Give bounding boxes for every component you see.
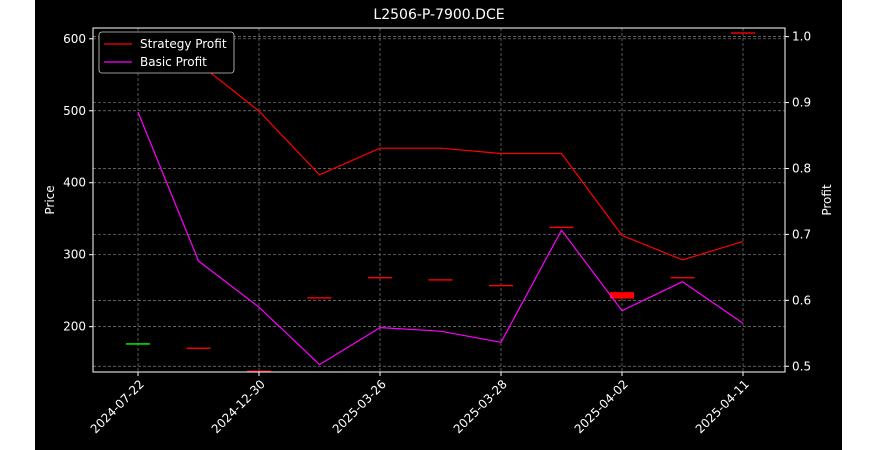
left-tick-label: 300 (63, 248, 86, 262)
series-lines (137, 36, 744, 366)
candle (307, 297, 332, 299)
left-axis-ticks: 200 300 400 500 600 (63, 32, 93, 334)
candle (186, 347, 211, 349)
chart-title: L2506-P-7900.DCE (373, 7, 504, 23)
figure-background (35, 0, 842, 450)
series-line-strategy (137, 36, 744, 261)
left-tick-label: 500 (63, 104, 86, 118)
left-tick-label: 400 (63, 176, 86, 190)
right-axis-ticks: 0.5 0.6 0.7 0.8 0.9 1.0 (785, 30, 811, 373)
right-tick-label: 0.6 (792, 293, 811, 307)
right-axis-label: Profit (820, 184, 834, 216)
right-tick-label: 0.7 (792, 227, 811, 241)
series-line-basic (137, 111, 744, 366)
candle (489, 284, 513, 287)
legend: Strategy Profit Basic Profit (98, 31, 235, 74)
candle (126, 343, 150, 345)
left-tick-label: 200 (63, 320, 86, 334)
candles (126, 32, 755, 372)
right-tick-label: 0.8 (792, 161, 811, 175)
legend-box (98, 31, 235, 74)
right-tick-label: 0.5 (792, 359, 811, 373)
right-tick-label: 0.9 (792, 96, 811, 110)
candle (610, 292, 634, 299)
candle (247, 370, 271, 372)
candle (731, 32, 755, 34)
left-tick-label: 600 (63, 32, 86, 46)
candle (549, 226, 574, 229)
grid-lines (93, 28, 785, 372)
legend-label-strategy: Strategy Profit (140, 37, 227, 51)
left-axis-label: Price (43, 185, 57, 214)
candle (368, 277, 392, 279)
candle (670, 277, 695, 279)
candle (428, 279, 453, 281)
legend-label-basic: Basic Profit (140, 55, 207, 69)
plot-frame (92, 27, 786, 373)
right-tick-label: 1.0 (792, 30, 811, 44)
